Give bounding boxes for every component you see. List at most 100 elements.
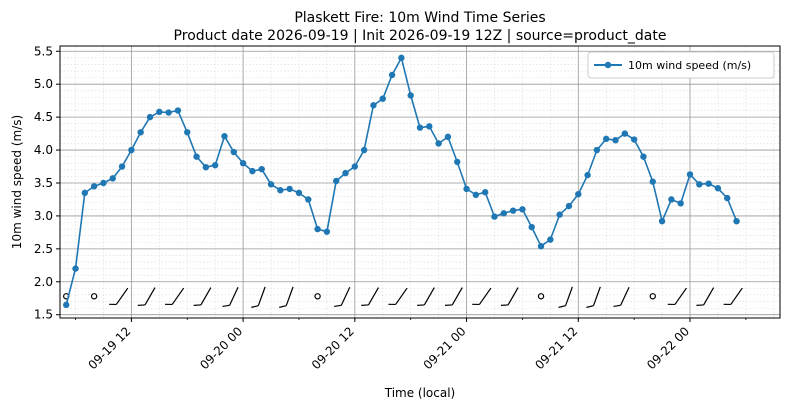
wind-barb xyxy=(164,287,185,306)
data-point xyxy=(481,189,489,196)
legend-label: 10m wind speed (m/s) xyxy=(628,59,751,72)
data-point xyxy=(360,146,368,154)
wind-barb xyxy=(586,286,601,308)
plot-area-frame xyxy=(59,45,781,319)
data-point xyxy=(556,211,563,218)
wind-barb-shaft xyxy=(367,287,379,306)
wind-barb-shaft xyxy=(285,286,294,306)
wind-barb-shaft xyxy=(144,287,156,306)
y-tick-label: 2.0 xyxy=(34,275,53,289)
y-tick-label: 3.5 xyxy=(34,176,53,190)
wind-barb xyxy=(500,287,519,306)
data-point xyxy=(128,146,135,154)
data-point xyxy=(630,136,638,143)
wind-barb-shaft xyxy=(507,287,519,306)
wind-barb-shaft xyxy=(564,286,573,306)
wind-barb-flag xyxy=(723,303,731,306)
data-point xyxy=(333,177,340,185)
wind-barb-flag xyxy=(445,304,453,306)
wind-barb-shaft xyxy=(703,287,715,306)
data-point xyxy=(668,196,675,203)
data-point xyxy=(714,185,722,192)
wind-barb-shaft xyxy=(592,286,601,306)
data-point xyxy=(621,130,629,137)
wind-barb-shaft xyxy=(200,287,212,306)
wind-speed-series xyxy=(63,54,740,309)
x-axis-label: Time (local) xyxy=(384,386,456,400)
data-point xyxy=(63,301,70,309)
y-tick-label: 4.0 xyxy=(34,143,53,157)
data-point xyxy=(174,107,182,114)
data-point xyxy=(677,200,684,207)
data-point xyxy=(491,213,498,220)
wind-barb xyxy=(388,287,408,306)
y-tick-label: 1.5 xyxy=(34,308,53,322)
data-point xyxy=(724,194,731,202)
data-point xyxy=(575,190,582,198)
wind-barb xyxy=(361,287,379,306)
data-point xyxy=(230,148,237,156)
data-point xyxy=(314,225,321,233)
wind-barb-flag xyxy=(558,305,566,308)
x-tick-label: 09-22 00 xyxy=(644,324,692,372)
data-point xyxy=(239,160,247,167)
data-point xyxy=(472,191,480,199)
data-point xyxy=(463,185,470,193)
wind-barb-shaft xyxy=(423,287,435,306)
data-point xyxy=(221,133,228,140)
wind-barb-flag xyxy=(586,305,594,308)
data-point xyxy=(305,196,312,203)
data-point xyxy=(640,153,647,160)
data-point xyxy=(295,189,303,197)
wind-barb-flag xyxy=(500,304,509,306)
data-point xyxy=(612,136,619,144)
x-axis: 09-19 12 09-20 00 09-20 12 09-21 00 09-21 12… xyxy=(75,318,747,372)
wind-barb-flag xyxy=(137,304,146,306)
data-point xyxy=(379,95,386,102)
data-point xyxy=(649,178,656,185)
data-point xyxy=(100,179,107,187)
wind-barb-shaft xyxy=(395,287,408,305)
wind-barb xyxy=(723,287,743,306)
y-tick-label: 2.5 xyxy=(34,242,53,256)
wind-barb-flag xyxy=(388,303,396,306)
data-point xyxy=(249,167,256,175)
legend: 10m wind speed (m/s) xyxy=(587,51,775,79)
series-line xyxy=(65,55,738,305)
data-point xyxy=(72,265,79,272)
data-point xyxy=(658,217,666,225)
x-tick-label: 09-21 12 xyxy=(532,324,580,372)
wind-barb-flag xyxy=(472,303,480,306)
data-point xyxy=(267,181,275,188)
data-point xyxy=(407,92,414,99)
wind-barb-flag xyxy=(696,304,704,306)
wind-barb-calm xyxy=(649,293,656,300)
wind-barb-flag xyxy=(164,303,173,306)
data-point xyxy=(509,207,517,214)
y-axis-label: 10m wind speed (m/s) xyxy=(10,115,24,249)
wind-barb-calm xyxy=(537,293,545,300)
data-point xyxy=(733,217,740,225)
data-point xyxy=(277,187,284,194)
data-point xyxy=(211,162,219,169)
wind-barb xyxy=(696,287,715,306)
wind-barb-flag xyxy=(334,304,342,308)
data-point xyxy=(137,129,144,136)
data-point xyxy=(500,210,507,217)
wind-barbs xyxy=(63,286,743,308)
data-point xyxy=(528,223,535,231)
data-point xyxy=(202,163,210,171)
data-point xyxy=(537,243,545,250)
data-point xyxy=(565,202,573,210)
x-tick-label: 09-20 00 xyxy=(197,324,245,372)
data-point xyxy=(547,236,554,243)
wind-barb-shaft xyxy=(257,286,266,306)
x-tick-label: 09-21 00 xyxy=(421,324,469,372)
wind-barb-calm xyxy=(314,293,321,300)
data-point xyxy=(435,140,442,147)
wind-barb xyxy=(667,287,687,306)
wind-barb-flag xyxy=(417,304,425,306)
minor-grid xyxy=(60,46,780,318)
data-point xyxy=(118,163,126,170)
